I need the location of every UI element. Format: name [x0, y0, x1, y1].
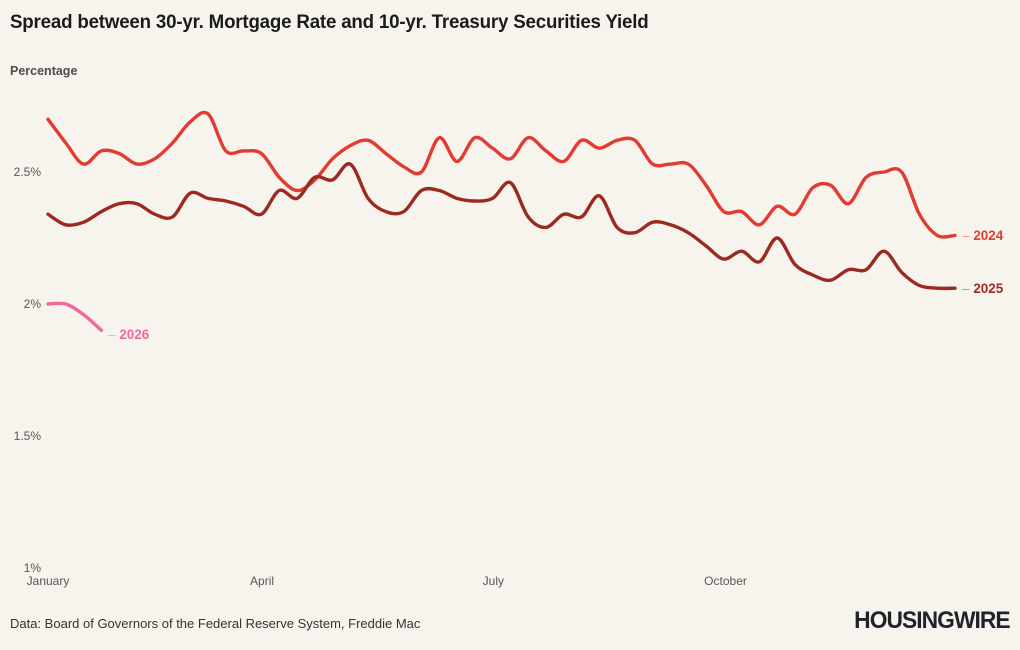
- series-line-2026: [46, 301, 104, 333]
- housingwire-logo: HOUSINGWIRE: [854, 607, 1011, 634]
- x-tick-july: July: [482, 574, 504, 588]
- series-label-text: 2026: [119, 326, 150, 343]
- x-tick-april: April: [250, 574, 275, 588]
- series-label-dash: –: [108, 326, 116, 343]
- series-label-2024: –2024: [962, 226, 1003, 244]
- series-label-dash: –: [962, 280, 970, 297]
- series-label-2025: –2025: [962, 279, 1003, 297]
- series-label-text: 2025: [973, 280, 1004, 297]
- series-line-2025: [46, 162, 957, 291]
- x-tick-january: January: [26, 574, 70, 588]
- series-line-2024: [46, 110, 957, 239]
- x-tick-october: October: [704, 574, 747, 588]
- y-tick-1%: 1%: [23, 561, 41, 575]
- series-label-text: 2024: [973, 227, 1004, 244]
- y-tick-2.5%: 2.5%: [13, 165, 41, 179]
- y-axis-unit-label: Percentage: [10, 64, 78, 78]
- y-tick-1.5%: 1.5%: [13, 429, 41, 443]
- data-source-note: Data: Board of Governors of the Federal …: [10, 616, 421, 631]
- y-tick-2%: 2%: [23, 297, 41, 311]
- series-label-dash: –: [962, 227, 970, 244]
- chart-title: Spread between 30-yr. Mortgage Rate and …: [10, 11, 649, 33]
- series-label-2026: –2026: [108, 325, 149, 343]
